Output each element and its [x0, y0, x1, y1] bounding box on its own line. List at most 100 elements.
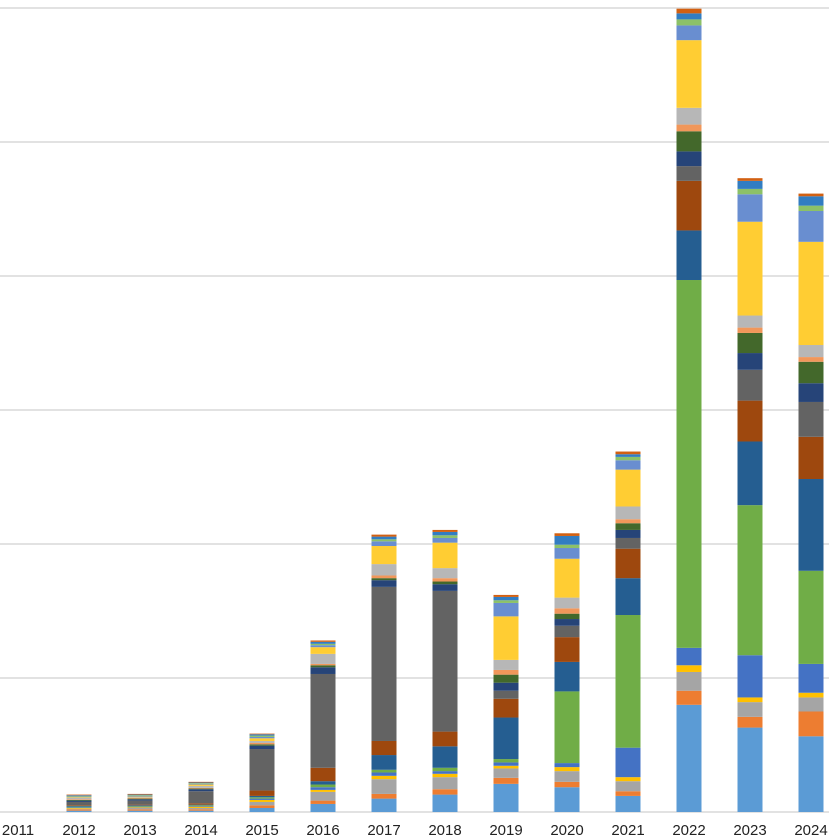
bar-segment: [249, 733, 275, 735]
bar-segment: [249, 790, 275, 796]
bar-segment: [554, 763, 580, 768]
bar-segment: [493, 765, 519, 769]
bar-segment: [371, 580, 397, 587]
x-tick-label: 2022: [672, 822, 705, 838]
x-tick-label: 2021: [611, 822, 644, 838]
bar-segment: [676, 151, 702, 167]
x-tick-label: 2024: [794, 822, 827, 838]
bar-segment: [798, 711, 824, 737]
bar-segment: [310, 803, 336, 812]
bar-segment: [737, 194, 763, 222]
bar-segment: [493, 659, 519, 670]
bar-segment: [798, 692, 824, 698]
bar-segment: [188, 785, 214, 788]
bar-segment: [66, 800, 92, 802]
bar-segment: [127, 797, 153, 798]
bar-segment: [66, 807, 92, 809]
bar-segment: [371, 541, 397, 547]
bar-segment: [493, 596, 519, 601]
bar-segment: [554, 691, 580, 764]
bar-segment: [798, 357, 824, 362]
bar-segment: [554, 558, 580, 598]
bar-segment: [371, 564, 397, 576]
bar-segment: [66, 808, 92, 810]
bar-segment: [188, 807, 214, 810]
bar-segment: [798, 736, 824, 812]
bar-segment: [493, 600, 519, 603]
bar-segment: [432, 568, 458, 579]
bar-segment: [798, 361, 824, 384]
bar-segment: [676, 166, 702, 181]
bar-segment: [249, 742, 275, 745]
bar-segment: [737, 178, 763, 181]
bar-segment: [249, 801, 275, 806]
bar-segment: [127, 799, 153, 801]
bar-segment: [249, 734, 275, 736]
bar-segment: [127, 794, 153, 796]
x-tick-label: 2011: [2, 822, 34, 838]
bar-segment: [310, 787, 336, 790]
bar-segment: [127, 795, 153, 797]
bar-segment: [615, 456, 641, 461]
bar-segment: [66, 809, 92, 811]
bar-segment: [127, 809, 153, 811]
bar-segment: [127, 806, 153, 808]
x-tick-label: 2020: [550, 822, 583, 838]
bar-segment: [310, 653, 336, 664]
bar-segment: [188, 803, 214, 805]
bar-segment: [188, 804, 214, 806]
bar-segment: [615, 529, 641, 538]
bar-segment: [493, 602, 519, 617]
bar-segment: [798, 479, 824, 571]
bar-segment: [432, 584, 458, 591]
bar-segment: [127, 796, 153, 798]
bar-segment: [310, 667, 336, 674]
bar-segment: [66, 805, 92, 807]
bar-segment: [432, 581, 458, 585]
bar-segment: [432, 529, 458, 532]
x-tick-labels: 2011 2012 2013 2014 2015 2016 2017 2018 2019 2020…: [2, 822, 828, 838]
bar-segment: [615, 548, 641, 579]
bar-segment: [737, 327, 763, 333]
bar-segment: [66, 799, 92, 801]
bar-segment: [737, 369, 763, 401]
bar-segment: [554, 608, 580, 614]
bar-segment: [554, 597, 580, 609]
bar-segment: [737, 180, 763, 189]
bar-segment: [249, 736, 275, 739]
bar-segment: [676, 8, 702, 14]
bar-segment: [127, 807, 153, 808]
x-tick-label: 2015: [245, 822, 278, 838]
bar-segment: [676, 647, 702, 666]
bar-segment: [310, 673, 336, 768]
bar-segment: [310, 640, 336, 642]
bar-segment: [432, 771, 458, 774]
bar-segment: [615, 791, 641, 796]
bar-segment: [188, 783, 214, 785]
x-tick-label: 2017: [367, 822, 400, 838]
bar-segment: [554, 533, 580, 536]
bar-segment: [493, 698, 519, 718]
bar-segment: [66, 806, 92, 808]
bar-segment: [127, 810, 153, 812]
bar-segment: [249, 740, 275, 743]
bar-segment: [676, 124, 702, 132]
gridlines: [0, 7, 829, 679]
bar-segment: [554, 787, 580, 812]
bar-segment: [249, 795, 275, 798]
bar-segment: [676, 690, 702, 705]
bar-segment: [615, 795, 641, 812]
bar-segment: [249, 799, 275, 802]
bar-segment: [737, 655, 763, 698]
bar-segment: [127, 793, 153, 795]
bar-segment: [554, 771, 580, 782]
bar-segment: [432, 590, 458, 732]
bar-segment: [310, 663, 336, 666]
bar-segment: [188, 788, 214, 790]
x-tick-label: 2012: [62, 822, 95, 838]
bar-segment: [188, 791, 214, 804]
bar-segment: [676, 107, 702, 125]
bar-segment: [676, 180, 702, 231]
bar-segment: [798, 193, 824, 197]
bar-segment: [371, 772, 397, 776]
